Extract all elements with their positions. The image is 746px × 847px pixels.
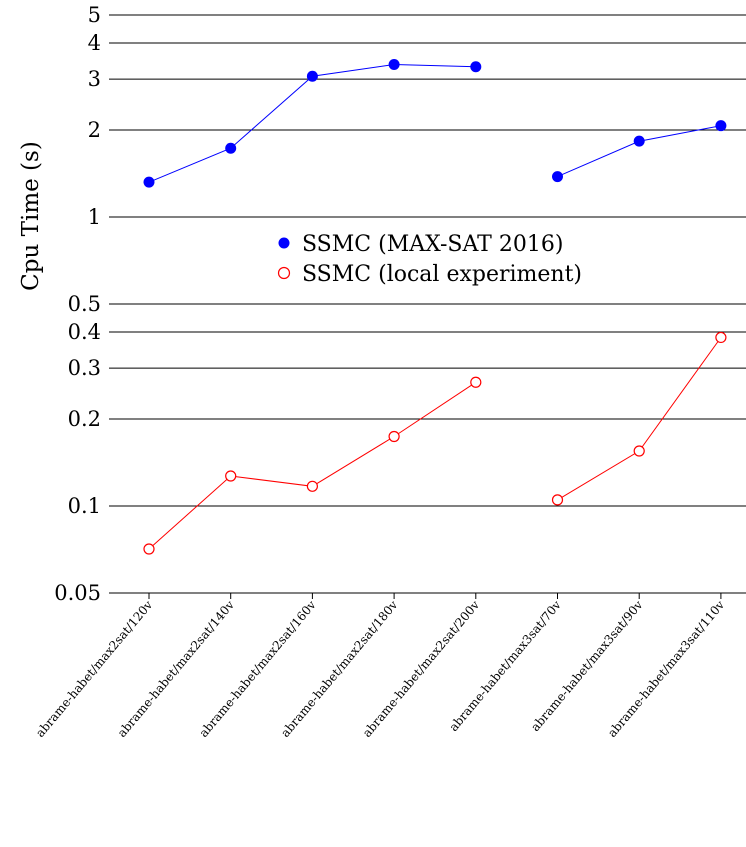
data-point [306, 480, 318, 492]
y-tick-label: 1 [88, 205, 101, 229]
data-point [470, 376, 482, 388]
data-point [715, 331, 727, 344]
y-tick-label: 4 [88, 31, 101, 55]
y-tick-label: 0.2 [68, 407, 101, 431]
y-tick-label: 0.3 [68, 356, 101, 380]
data-point [225, 470, 237, 482]
data-point [633, 445, 645, 457]
data-point [470, 61, 482, 73]
legend-marker-ssmc-local-experiment [277, 266, 291, 280]
legend-label-ssmc-maxsat-2016: SSMC (MAX-SAT 2016) [302, 232, 563, 257]
x-tick-marks [148, 593, 722, 599]
series-line [148, 381, 477, 550]
y-tick-label: 5 [88, 3, 101, 27]
y-tick-label: 2 [88, 118, 101, 142]
legend-label-ssmc-local-experiment: SSMC (local experiment) [302, 262, 582, 287]
y-tick-label: 0.5 [68, 292, 101, 316]
y-tick-label: 0.4 [68, 320, 101, 344]
series-1 [143, 59, 727, 188]
data-point [715, 120, 727, 132]
y-tick-label: 0.1 [68, 494, 101, 518]
y-tick-label: 0.05 [54, 581, 101, 605]
series-line [148, 63, 476, 183]
data-point [225, 142, 237, 154]
y-tick-label: 3 [88, 67, 101, 91]
series-layer [143, 59, 727, 555]
data-point [388, 59, 400, 71]
legend: SSMC (MAX-SAT 2016) SSMC (local experime… [277, 232, 582, 287]
data-point [143, 176, 155, 188]
series-line [557, 125, 721, 178]
series-2 [143, 331, 727, 555]
y-tick-labels: 5 4 3 2 1 0.5 0.4 0.3 0.2 0.1 0.05 [54, 3, 101, 605]
y-grid-lines [109, 14, 746, 594]
legend-marker-ssmc-maxsat-2016 [278, 237, 290, 249]
data-point [552, 171, 563, 183]
data-point [633, 135, 645, 147]
data-point [143, 543, 155, 555]
data-point [388, 430, 400, 443]
data-point [551, 494, 564, 506]
x-tick-labels: abrame-habet/max2sat/120vabrame-habet/ma… [33, 598, 727, 740]
y-axis-label: Cpu Time (s) [18, 141, 44, 291]
data-point [306, 70, 318, 82]
